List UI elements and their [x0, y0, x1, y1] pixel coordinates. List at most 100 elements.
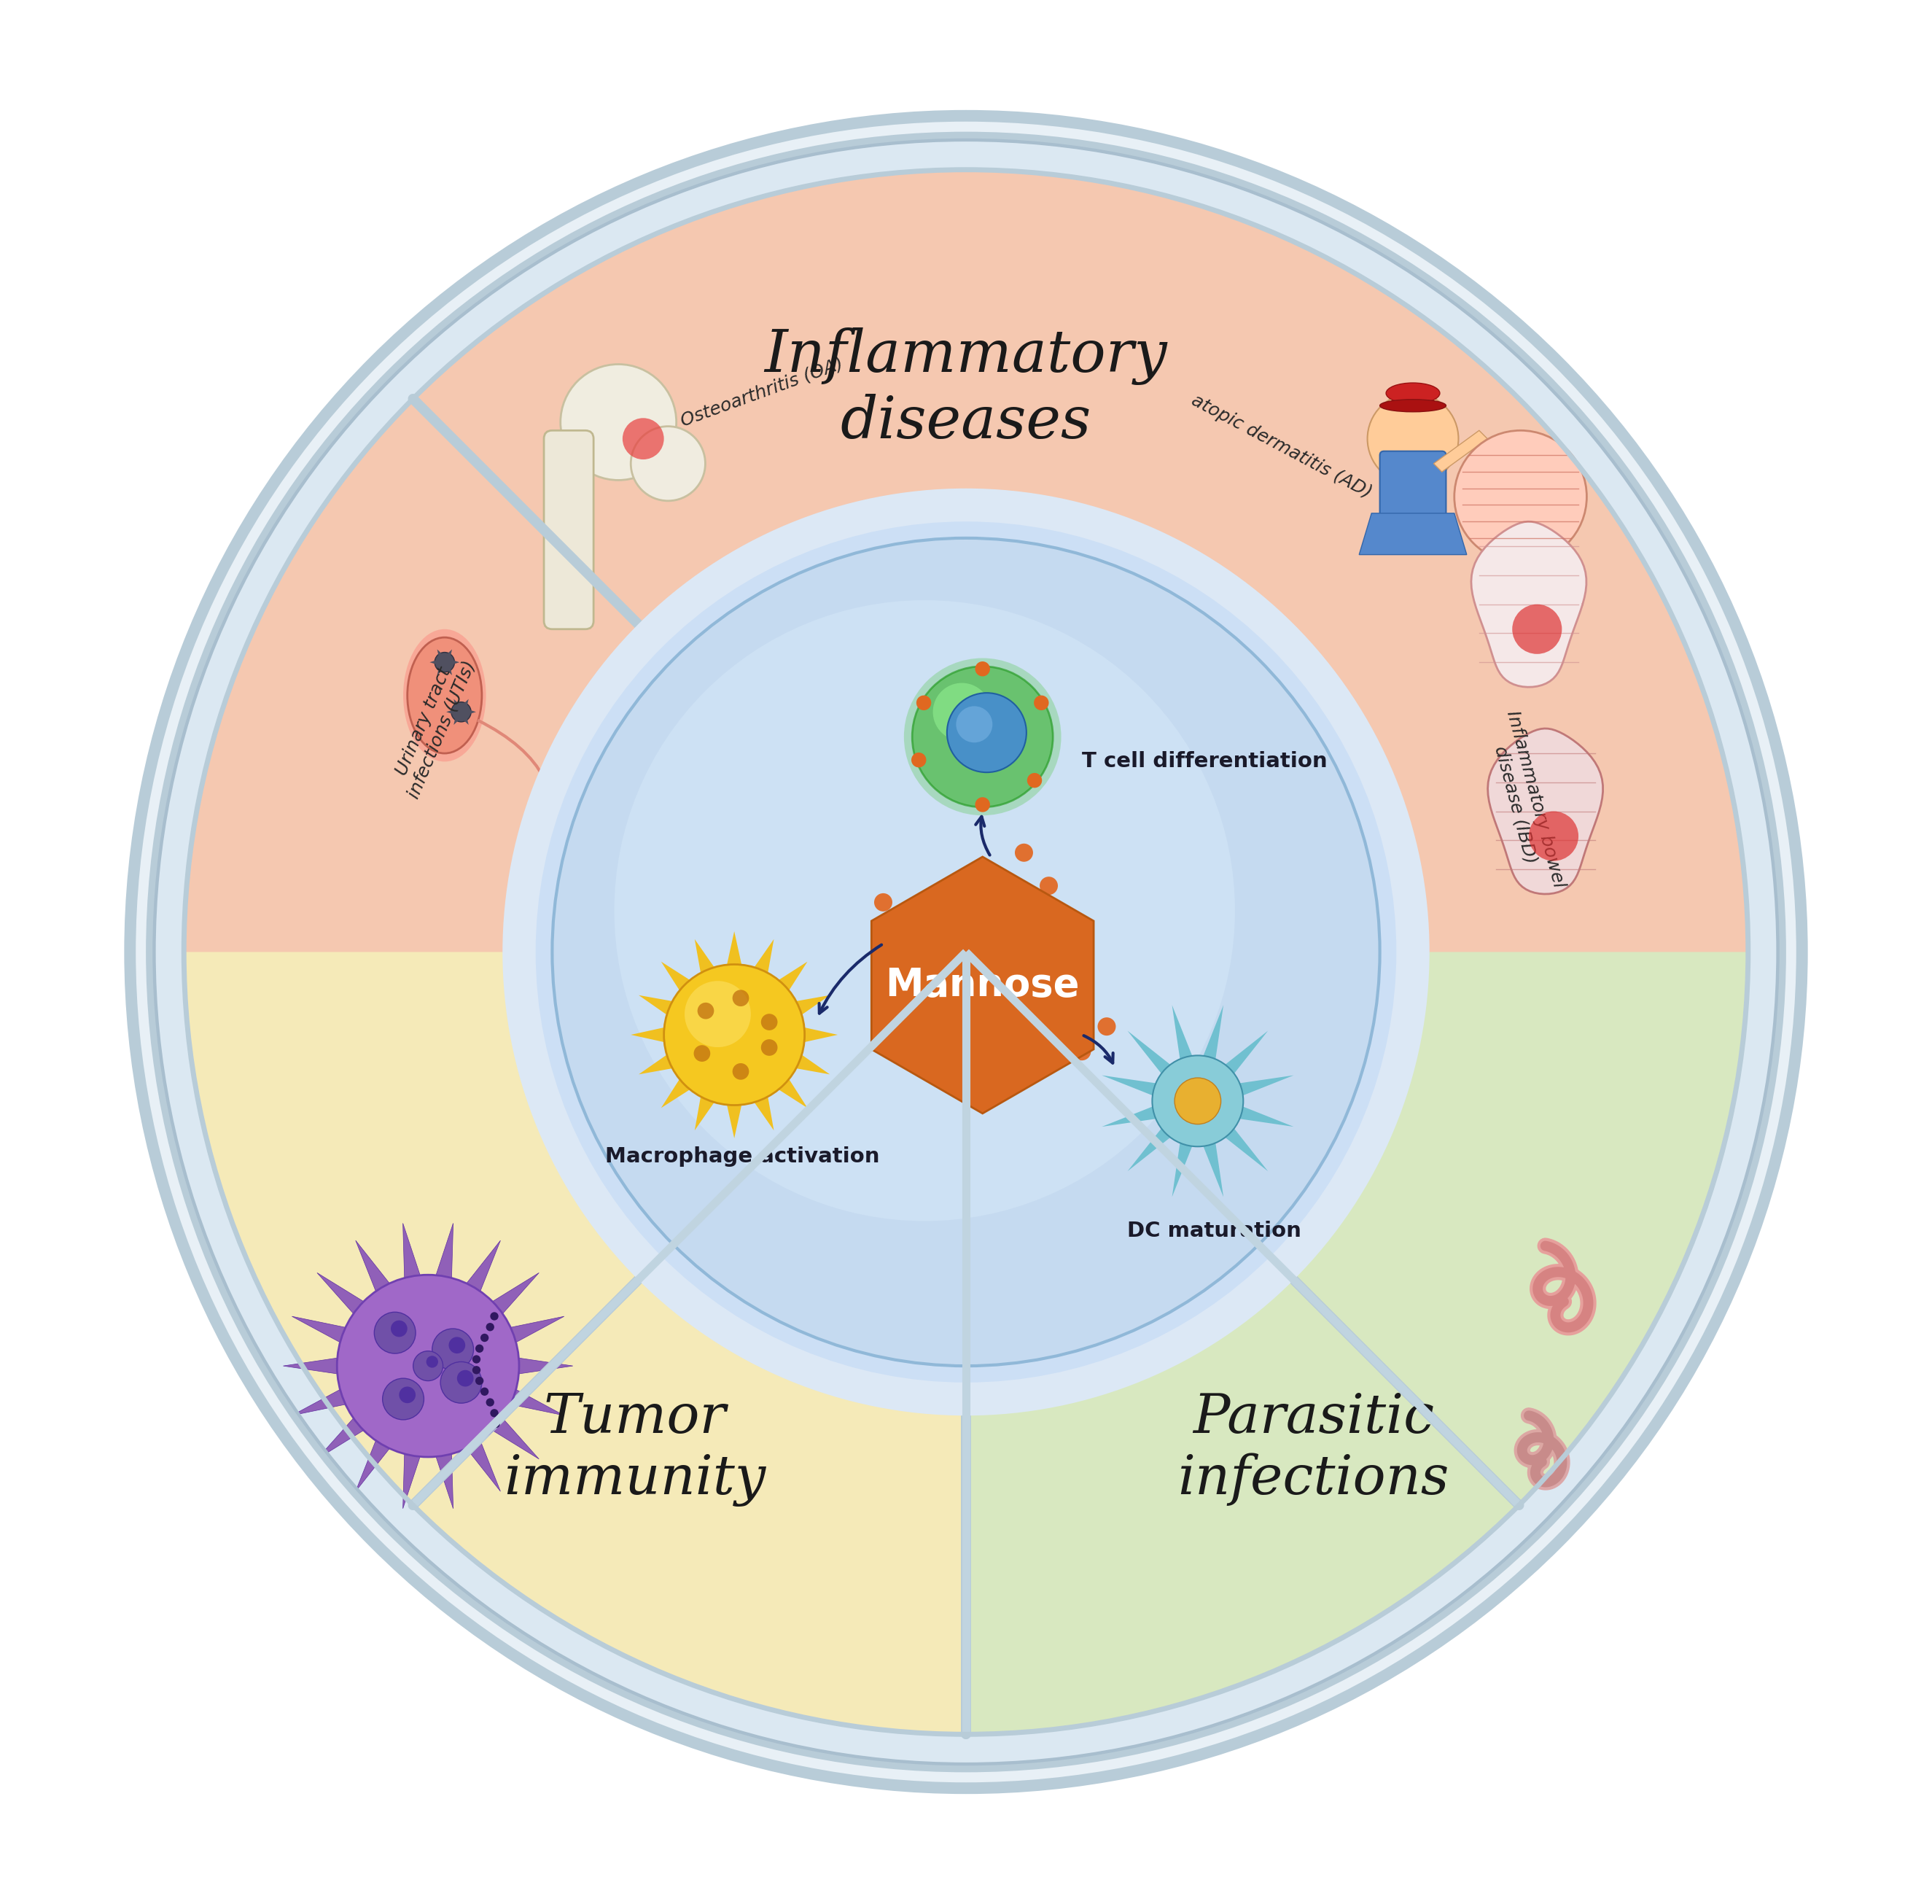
Polygon shape — [404, 1222, 419, 1278]
Polygon shape — [446, 668, 452, 676]
Circle shape — [383, 1378, 423, 1420]
Circle shape — [475, 1344, 483, 1352]
Circle shape — [413, 1352, 442, 1380]
Circle shape — [1368, 394, 1459, 484]
Polygon shape — [1225, 1030, 1267, 1074]
Circle shape — [491, 1312, 498, 1319]
Circle shape — [481, 1333, 489, 1342]
Polygon shape — [466, 1441, 500, 1491]
Circle shape — [912, 666, 1053, 807]
Polygon shape — [454, 718, 460, 725]
Polygon shape — [612, 809, 618, 817]
FancyBboxPatch shape — [1379, 451, 1445, 518]
Text: Urinary tract
infections (UTIs): Urinary tract infections (UTIs) — [386, 649, 479, 802]
Polygon shape — [639, 1055, 672, 1074]
Circle shape — [1175, 1078, 1221, 1123]
Polygon shape — [464, 699, 469, 706]
Polygon shape — [796, 1055, 831, 1074]
Polygon shape — [726, 931, 742, 965]
Polygon shape — [466, 1240, 500, 1291]
Text: Inflammatory
diseases: Inflammatory diseases — [765, 327, 1167, 451]
Polygon shape — [1128, 1030, 1171, 1074]
Circle shape — [732, 1062, 750, 1080]
Polygon shape — [317, 1418, 363, 1458]
Text: T cell differentiation: T cell differentiation — [1082, 752, 1327, 771]
Circle shape — [1034, 695, 1049, 710]
Polygon shape — [580, 842, 585, 847]
Polygon shape — [661, 962, 690, 990]
Polygon shape — [446, 649, 452, 657]
Circle shape — [375, 1312, 415, 1354]
Text: Parasitic
infections: Parasitic infections — [1179, 1392, 1449, 1506]
Ellipse shape — [408, 638, 481, 754]
Polygon shape — [661, 1080, 690, 1108]
Polygon shape — [1204, 1005, 1223, 1059]
Circle shape — [697, 1003, 715, 1019]
Circle shape — [1028, 773, 1041, 788]
Polygon shape — [493, 1272, 539, 1314]
Polygon shape — [1101, 1106, 1155, 1127]
Circle shape — [1513, 604, 1561, 653]
Polygon shape — [601, 842, 609, 847]
Text: Inflammatory bowel
disease (IBD): Inflammatory bowel disease (IBD) — [1484, 708, 1567, 895]
Polygon shape — [1240, 1106, 1294, 1127]
Polygon shape — [585, 851, 591, 857]
Polygon shape — [1128, 1129, 1171, 1171]
Polygon shape — [1240, 1076, 1294, 1095]
Circle shape — [487, 1323, 495, 1331]
Circle shape — [553, 539, 1379, 1365]
Circle shape — [493, 1420, 500, 1428]
Circle shape — [471, 1356, 481, 1363]
Circle shape — [560, 364, 676, 480]
Circle shape — [976, 661, 989, 676]
Polygon shape — [493, 1418, 539, 1458]
Ellipse shape — [1385, 383, 1439, 404]
Circle shape — [873, 893, 893, 912]
Text: DC maturation: DC maturation — [1126, 1220, 1302, 1241]
Ellipse shape — [404, 628, 487, 762]
Circle shape — [947, 693, 1026, 773]
Polygon shape — [753, 939, 775, 973]
Polygon shape — [726, 1104, 742, 1139]
Circle shape — [976, 798, 989, 813]
Polygon shape — [437, 668, 442, 676]
Polygon shape — [429, 661, 437, 664]
Wedge shape — [966, 952, 1748, 1735]
Polygon shape — [518, 1358, 574, 1375]
Polygon shape — [804, 1028, 838, 1041]
Polygon shape — [355, 1441, 390, 1491]
Circle shape — [1097, 1017, 1117, 1036]
Circle shape — [1151, 1055, 1244, 1146]
Circle shape — [956, 706, 993, 743]
Polygon shape — [510, 1390, 564, 1415]
FancyBboxPatch shape — [545, 430, 593, 628]
Circle shape — [1039, 876, 1059, 895]
Polygon shape — [284, 1358, 338, 1375]
Polygon shape — [437, 1455, 454, 1508]
Polygon shape — [796, 996, 831, 1015]
Polygon shape — [603, 790, 609, 798]
Text: Mannose: Mannose — [885, 965, 1080, 1003]
Circle shape — [487, 1398, 495, 1407]
Circle shape — [933, 684, 991, 741]
Circle shape — [139, 124, 1793, 1780]
Circle shape — [912, 752, 925, 767]
Circle shape — [336, 1276, 520, 1457]
Circle shape — [1528, 811, 1578, 861]
Circle shape — [916, 695, 931, 710]
Polygon shape — [292, 1390, 346, 1415]
Circle shape — [435, 653, 454, 672]
Circle shape — [481, 1388, 489, 1396]
Polygon shape — [603, 809, 609, 817]
Polygon shape — [437, 1222, 454, 1278]
Wedge shape — [184, 952, 966, 1735]
Polygon shape — [1434, 430, 1488, 472]
Polygon shape — [779, 962, 808, 990]
Polygon shape — [696, 1097, 715, 1131]
Circle shape — [458, 1371, 473, 1386]
Text: Tumor
immunity: Tumor immunity — [504, 1392, 765, 1506]
Polygon shape — [1470, 522, 1586, 687]
Circle shape — [1057, 910, 1074, 927]
Polygon shape — [696, 939, 715, 973]
Circle shape — [390, 1319, 408, 1337]
